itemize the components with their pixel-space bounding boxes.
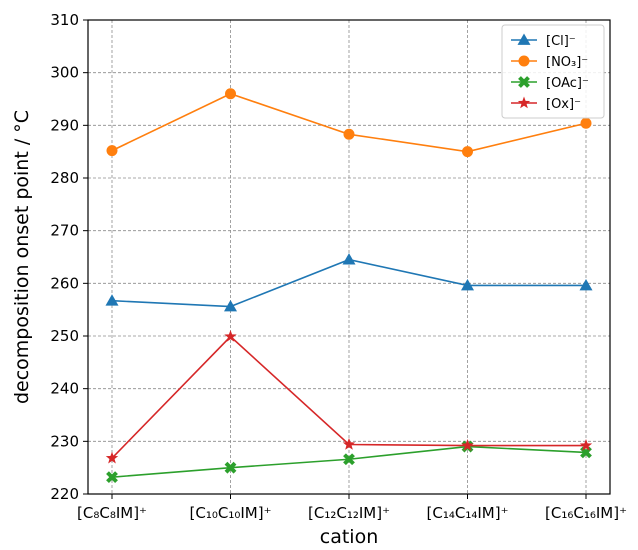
data-point <box>224 300 237 312</box>
y-tick-label: 280 <box>50 169 79 187</box>
legend-marker <box>517 33 531 45</box>
legend-label: [NO₃]⁻ <box>546 55 588 70</box>
data-point <box>342 437 356 450</box>
data-point <box>225 88 236 100</box>
y-tick-label: 220 <box>50 485 79 503</box>
legend-marker <box>518 55 530 67</box>
data-point <box>342 253 356 265</box>
x-axis: [C₈C₈IM]⁺ [C₁₀C₁₀IM]⁺ [C₁₂C₁₂IM]⁺ [C₁₄C₁₄IM… <box>77 494 627 522</box>
y-tick-label: 290 <box>50 116 79 134</box>
y-tick-label: 250 <box>50 327 79 345</box>
legend-box <box>501 24 605 119</box>
data-point <box>106 471 118 484</box>
y-tick-label: 240 <box>50 380 79 398</box>
x-tick-label: [C₁₄C₁₄IM]⁺ <box>427 504 509 522</box>
legend: [Cl]⁻ [NO₃]⁻ [OAc]⁻ [Ox]⁻ <box>501 24 605 119</box>
data-point <box>579 278 593 291</box>
y-tick-label: 260 <box>50 274 79 292</box>
legend-label: [OAc]⁻ <box>546 76 589 91</box>
y-axis-label: decomposition onset point / °C <box>11 110 33 404</box>
x-tick-label: [C₈C₈IM]⁺ <box>77 504 147 522</box>
y-tick-label: 230 <box>50 432 79 450</box>
data-point <box>579 439 593 451</box>
x-tick-label: [C₁₀C₁₀IM]⁺ <box>190 504 272 522</box>
data-point <box>343 453 355 466</box>
data-point <box>461 439 474 451</box>
y-tick-label: 310 <box>50 11 79 29</box>
series-group <box>105 88 593 484</box>
y-axis: 220 230 240 250 260 270 280 290 300 310 <box>50 11 88 503</box>
series-1 <box>106 88 592 158</box>
series-0 <box>105 253 593 312</box>
data-point <box>105 451 119 464</box>
y-tick-label: 270 <box>50 222 79 240</box>
x-tick-label: [C₁₂C₁₂IM]⁺ <box>308 504 390 522</box>
legend-label: [Cl]⁻ <box>546 34 576 49</box>
x-axis-label: cation <box>320 526 378 548</box>
data-point <box>106 145 118 157</box>
data-point <box>580 117 592 129</box>
data-point <box>224 330 237 342</box>
legend-marker <box>517 96 531 109</box>
legend-label: [Ox]⁻ <box>546 97 581 112</box>
legend-marker <box>518 76 530 88</box>
grid <box>88 19 610 495</box>
legend-item: [Ox]⁻ <box>511 96 581 112</box>
data-point <box>343 128 355 140</box>
legend-item: [OAc]⁻ <box>511 76 589 91</box>
x-tick-label: [C₁₆C₁₆IM]⁺ <box>545 504 627 522</box>
data-point <box>462 146 473 158</box>
y-tick-label: 300 <box>50 64 79 82</box>
legend-item: [Cl]⁻ <box>511 33 576 49</box>
x-marker-stroke <box>343 453 355 466</box>
legend-item: [NO₃]⁻ <box>511 55 588 70</box>
data-point <box>224 461 237 474</box>
data-point <box>105 294 119 306</box>
data-point <box>461 278 474 291</box>
x-marker-stroke <box>518 76 530 88</box>
x-marker-stroke <box>224 461 237 474</box>
x-marker-stroke <box>106 471 118 484</box>
series-3 <box>105 330 593 464</box>
